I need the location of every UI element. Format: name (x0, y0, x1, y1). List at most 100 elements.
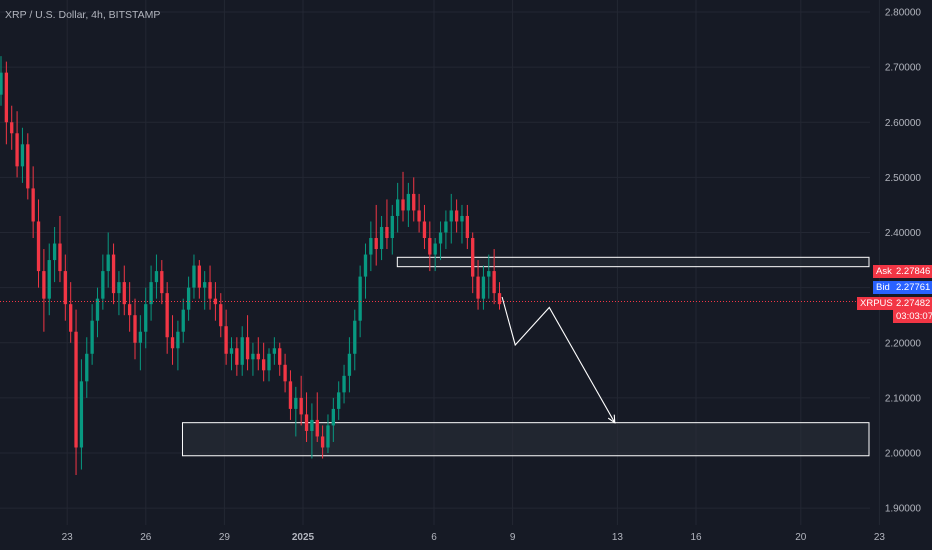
candle[interactable] (278, 342, 282, 376)
candle[interactable] (176, 320, 180, 371)
candle[interactable] (197, 260, 201, 299)
candle[interactable] (331, 397, 335, 442)
candle[interactable] (342, 364, 346, 404)
candle[interactable] (267, 348, 271, 382)
candle[interactable] (208, 265, 212, 310)
resistance-zone[interactable] (396, 256, 870, 268)
candle[interactable] (245, 315, 250, 371)
candle[interactable] (101, 254, 105, 310)
candle[interactable] (138, 315, 143, 371)
candle[interactable] (347, 337, 352, 393)
candle[interactable] (192, 254, 196, 299)
candle[interactable] (369, 221, 373, 272)
candle[interactable] (42, 249, 46, 332)
candle[interactable] (449, 193, 453, 244)
candle[interactable] (170, 315, 175, 365)
candle[interactable] (476, 260, 480, 310)
candle[interactable] (219, 293, 223, 338)
candle[interactable] (10, 105, 14, 150)
candle[interactable] (133, 298, 137, 360)
candle[interactable] (385, 199, 389, 250)
candle[interactable] (127, 282, 132, 332)
candle[interactable] (497, 282, 502, 310)
projection-path[interactable] (501, 296, 616, 423)
candle[interactable] (337, 381, 341, 420)
candle[interactable] (63, 254, 67, 321)
candle[interactable] (261, 342, 266, 382)
candle[interactable] (294, 386, 298, 437)
candle[interactable] (465, 204, 470, 250)
candle[interactable] (15, 111, 19, 178)
candle[interactable] (251, 342, 255, 376)
candle[interactable] (90, 304, 94, 365)
candle[interactable] (310, 403, 314, 459)
candle[interactable] (224, 309, 228, 365)
candle[interactable] (444, 210, 448, 250)
candle[interactable] (144, 287, 148, 349)
candle[interactable] (85, 337, 89, 398)
candle[interactable] (299, 375, 303, 426)
drawing-zones[interactable] (181, 256, 870, 457)
candle[interactable] (315, 392, 319, 442)
candle[interactable] (95, 287, 100, 338)
candle[interactable] (20, 127, 25, 183)
candle[interactable] (304, 392, 309, 442)
candle[interactable] (481, 265, 486, 310)
candle[interactable] (492, 249, 496, 305)
candle[interactable] (47, 243, 51, 316)
candle[interactable] (288, 370, 293, 420)
candle[interactable] (363, 243, 368, 299)
candle[interactable] (79, 359, 84, 470)
candle[interactable] (111, 243, 116, 305)
candle[interactable] (36, 199, 41, 288)
candle[interactable] (149, 265, 153, 321)
candle[interactable] (181, 298, 185, 343)
candle[interactable] (428, 221, 432, 272)
candle[interactable] (235, 337, 239, 376)
candle[interactable] (122, 265, 126, 316)
candle[interactable] (283, 353, 287, 393)
time-axis[interactable]: 192326292025691316202327 (0, 532, 932, 543)
candle[interactable] (417, 193, 421, 233)
candle[interactable] (412, 177, 416, 222)
candle[interactable] (272, 337, 277, 365)
candle[interactable] (26, 133, 30, 200)
candle[interactable] (117, 271, 121, 316)
candle[interactable] (186, 276, 191, 321)
candle[interactable] (438, 221, 443, 261)
candle[interactable] (229, 337, 234, 371)
candle[interactable] (379, 215, 384, 261)
drawing-path[interactable] (501, 296, 616, 424)
candle[interactable] (406, 182, 411, 227)
candle[interactable] (433, 238, 437, 272)
candle[interactable] (165, 282, 169, 354)
candle[interactable] (240, 326, 244, 376)
candle[interactable] (390, 204, 394, 255)
candle[interactable] (320, 425, 325, 459)
candle[interactable] (4, 61, 9, 145)
candle[interactable] (256, 337, 260, 371)
target-zone[interactable] (181, 422, 870, 457)
candle[interactable] (74, 309, 78, 476)
candle[interactable] (160, 260, 164, 305)
candle[interactable] (401, 171, 405, 222)
candle[interactable] (154, 254, 159, 299)
candle[interactable] (395, 182, 400, 233)
candle[interactable] (422, 204, 427, 250)
candle[interactable] (487, 254, 491, 299)
candle[interactable] (471, 232, 475, 294)
candles[interactable] (0, 56, 502, 476)
candle[interactable] (58, 215, 62, 283)
candle[interactable] (213, 282, 218, 321)
candle[interactable] (326, 414, 330, 453)
candle[interactable] (203, 271, 207, 310)
candle[interactable] (69, 282, 73, 343)
candle[interactable] (374, 204, 378, 266)
candle[interactable] (31, 166, 35, 239)
candle[interactable] (454, 199, 459, 233)
candle[interactable] (353, 309, 357, 371)
candle[interactable] (460, 204, 464, 244)
candle[interactable] (52, 226, 57, 283)
